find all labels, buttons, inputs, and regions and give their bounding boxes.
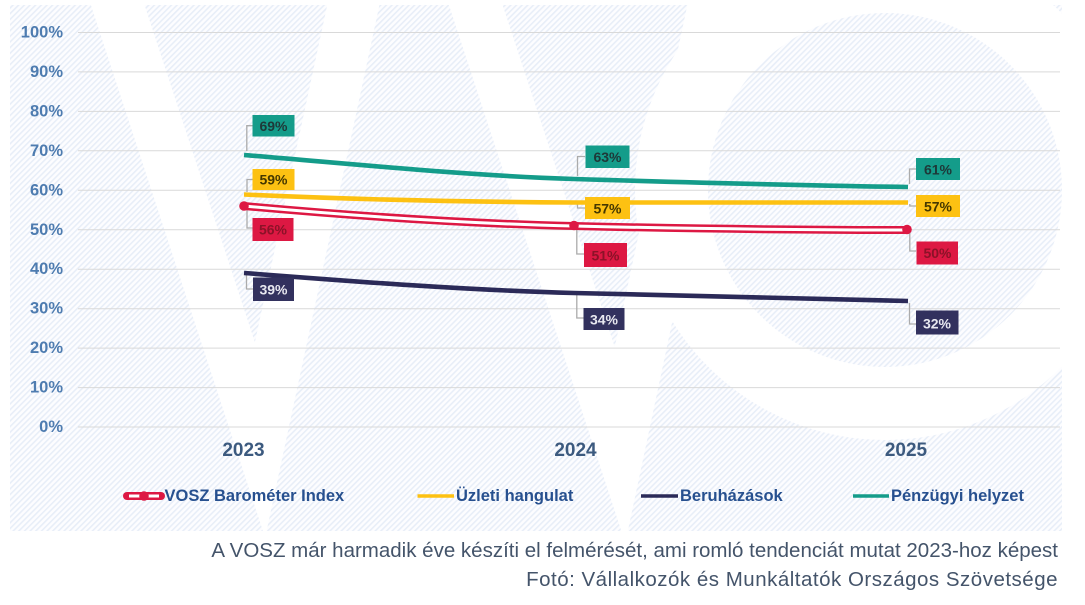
svg-text:51%: 51% [591, 247, 620, 263]
svg-text:Üzleti hangulat: Üzleti hangulat [456, 486, 574, 505]
svg-text:39%: 39% [259, 282, 288, 298]
svg-text:40%: 40% [30, 260, 63, 278]
svg-text:2024: 2024 [554, 440, 597, 461]
svg-text:70%: 70% [30, 142, 63, 160]
svg-text:80%: 80% [30, 102, 63, 120]
svg-text:30%: 30% [30, 300, 63, 318]
svg-text:57%: 57% [924, 198, 953, 214]
svg-text:32%: 32% [923, 315, 952, 331]
svg-text:10%: 10% [30, 379, 63, 397]
svg-text:69%: 69% [259, 118, 288, 134]
svg-text:Pénzügyi helyzet: Pénzügyi helyzet [891, 487, 1024, 505]
svg-text:20%: 20% [30, 339, 63, 357]
svg-text:2025: 2025 [885, 440, 928, 461]
svg-text:50%: 50% [30, 221, 63, 239]
svg-text:VOSZ Barométer Index: VOSZ Barométer Index [165, 487, 346, 505]
svg-text:50%: 50% [923, 245, 952, 261]
svg-text:2023: 2023 [222, 440, 264, 461]
svg-text:56%: 56% [259, 222, 288, 238]
svg-text:100%: 100% [21, 24, 64, 42]
svg-text:57%: 57% [593, 200, 622, 216]
svg-text:90%: 90% [30, 63, 63, 81]
svg-text:34%: 34% [590, 311, 619, 327]
svg-text:A VOSZ már harmadik éve készít: A VOSZ már harmadik éve készíti el felmé… [211, 539, 1058, 562]
svg-text:0%: 0% [39, 418, 63, 436]
svg-text:61%: 61% [924, 161, 953, 177]
svg-text:63%: 63% [593, 149, 622, 165]
svg-text:Fotó: Vállalkozók és Munkáltat: Fotó: Vállalkozók és Munkáltatók Országo… [526, 568, 1058, 591]
svg-text:59%: 59% [259, 172, 288, 188]
svg-text:Beruházások: Beruházások [680, 487, 784, 505]
svg-text:60%: 60% [30, 181, 63, 199]
